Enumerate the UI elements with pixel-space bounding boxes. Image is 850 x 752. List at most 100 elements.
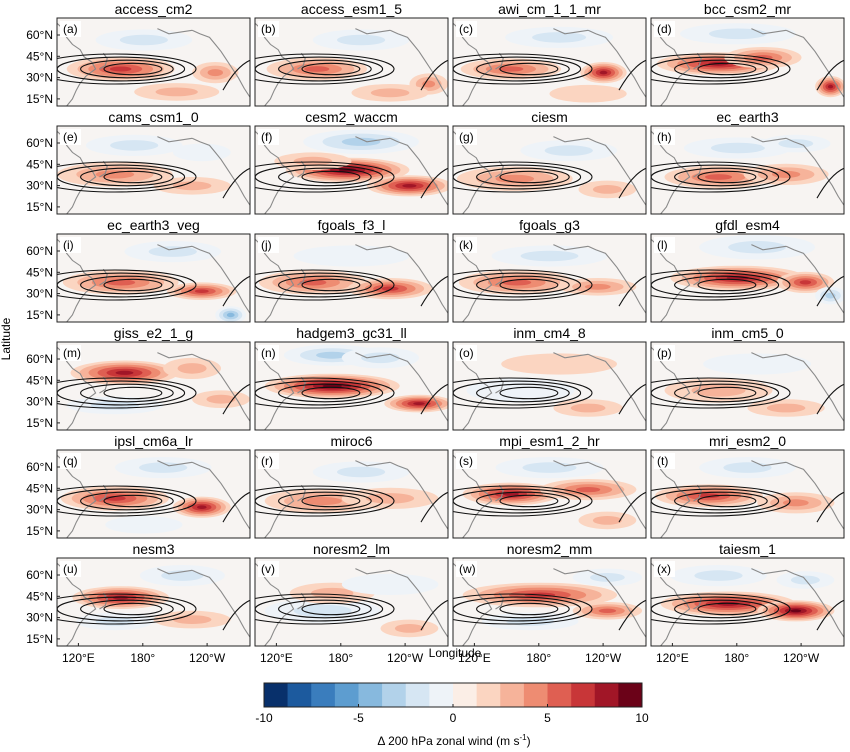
panel-letter: (d) (657, 22, 672, 36)
coastline (651, 130, 691, 214)
y-tick-label: 60°N (26, 244, 53, 258)
coastline (495, 160, 504, 178)
panel-title: gfdl_esm4 (715, 217, 780, 233)
jet-contour (420, 59, 448, 91)
anomaly-contour (570, 403, 606, 413)
anomaly-contour (109, 66, 132, 72)
anomaly-contour (522, 462, 577, 473)
anomaly-contour (827, 84, 834, 89)
colorbar-swatch (334, 683, 359, 707)
panel-title: taiesm_1 (719, 541, 776, 557)
jet-contour (222, 491, 250, 523)
panel-letter-box (456, 237, 477, 253)
coastline (99, 484, 108, 502)
jet-contour (499, 170, 559, 184)
panel-letter-box (654, 237, 675, 253)
panel-letter: (o) (459, 346, 474, 360)
colorbar-label-exponent: -1 (519, 733, 527, 742)
panel-frame (56, 341, 251, 431)
jet-contour (697, 494, 757, 508)
colorbar: -10 -5 0 5 10 (255, 682, 649, 725)
colorbar-swatch (311, 683, 336, 707)
y-tick-label: 45°N (26, 589, 53, 603)
jet-contour (651, 53, 791, 85)
panel-letter: (i) (63, 238, 74, 252)
jet-contour (278, 491, 372, 511)
panel-letter-box (456, 345, 477, 361)
panel-frame (452, 341, 647, 431)
jet-contour (420, 167, 448, 199)
jet-contour (816, 275, 844, 307)
anomaly-contour (584, 283, 611, 290)
panel-title: ec_earth3_veg (107, 217, 200, 233)
panel-letter: (e) (63, 130, 78, 144)
panel-letter: (v) (261, 562, 275, 576)
anomaly-contour (172, 143, 231, 162)
coastline (693, 376, 702, 394)
jet-contour (499, 494, 559, 508)
anomaly-contour (119, 34, 168, 46)
panel-letter-box (258, 453, 279, 469)
coastline (453, 346, 493, 430)
jet-contour (255, 485, 395, 517)
coastline (99, 160, 108, 178)
anomaly-contour (115, 370, 134, 375)
panel-letter: (n) (261, 346, 276, 360)
panel-title: ec_earth3 (716, 109, 778, 125)
jet-contour (80, 383, 174, 403)
anomaly-contour (394, 624, 424, 633)
jet-contour (453, 593, 593, 625)
panel-title: ipsl_cm6a_lr (114, 433, 193, 449)
anomaly-contour (293, 604, 352, 617)
coastline (453, 454, 493, 538)
coastline (587, 569, 646, 638)
panel-frame (452, 17, 647, 107)
panel-title: nesm3 (132, 541, 174, 557)
panel-title: fgoals_f3_l (318, 217, 386, 233)
map-panel: fgoals_g3 (k) (452, 217, 647, 323)
jet-contour (674, 167, 768, 187)
jet-contour (57, 377, 197, 409)
y-tick-label: 15°N (26, 92, 53, 106)
anomaly-field (255, 238, 448, 322)
anomaly-contour (337, 34, 386, 46)
map-panel: access_esm1_5 (b) (254, 1, 449, 107)
panel-frame (254, 125, 449, 215)
panel-frame (254, 449, 449, 539)
coastline (191, 29, 250, 98)
anomaly-contour (194, 289, 209, 294)
jet-contour (80, 59, 174, 79)
anomaly-contour (370, 88, 410, 98)
jet-contour (697, 278, 757, 292)
coastline (389, 29, 448, 98)
coastline (553, 28, 589, 35)
anomaly-contour (304, 66, 330, 72)
panel-letter-box (456, 129, 477, 145)
y-tick-label: 15°N (26, 200, 53, 214)
coastline (99, 268, 108, 286)
coastline (785, 461, 844, 530)
coastline (157, 244, 193, 251)
anomaly-field (651, 130, 844, 214)
x-tick-label: 180° (328, 651, 353, 665)
y-tick-label: 15°N (26, 416, 53, 430)
colorbar-tick-label: 0 (450, 711, 457, 725)
coastline (57, 346, 97, 430)
panel-frame (452, 557, 647, 647)
anomaly-field (651, 22, 844, 106)
anomaly-contour (402, 184, 417, 188)
coastline (751, 136, 787, 143)
jet-contour (651, 269, 791, 301)
y-tick-label: 60°N (26, 568, 53, 582)
anomaly-contour (532, 32, 587, 43)
jet-contour (816, 383, 844, 415)
anomaly-contour (303, 496, 342, 506)
panel-letter-box (654, 345, 675, 361)
y-axis-label: Latitude (0, 317, 13, 360)
jet-contour (697, 170, 757, 184)
coastline (693, 592, 702, 610)
colorbar-swatch (358, 683, 383, 707)
panel-letter-box (654, 561, 675, 577)
y-tick-label: 30°N (26, 71, 53, 85)
anomaly-contour (148, 246, 197, 257)
